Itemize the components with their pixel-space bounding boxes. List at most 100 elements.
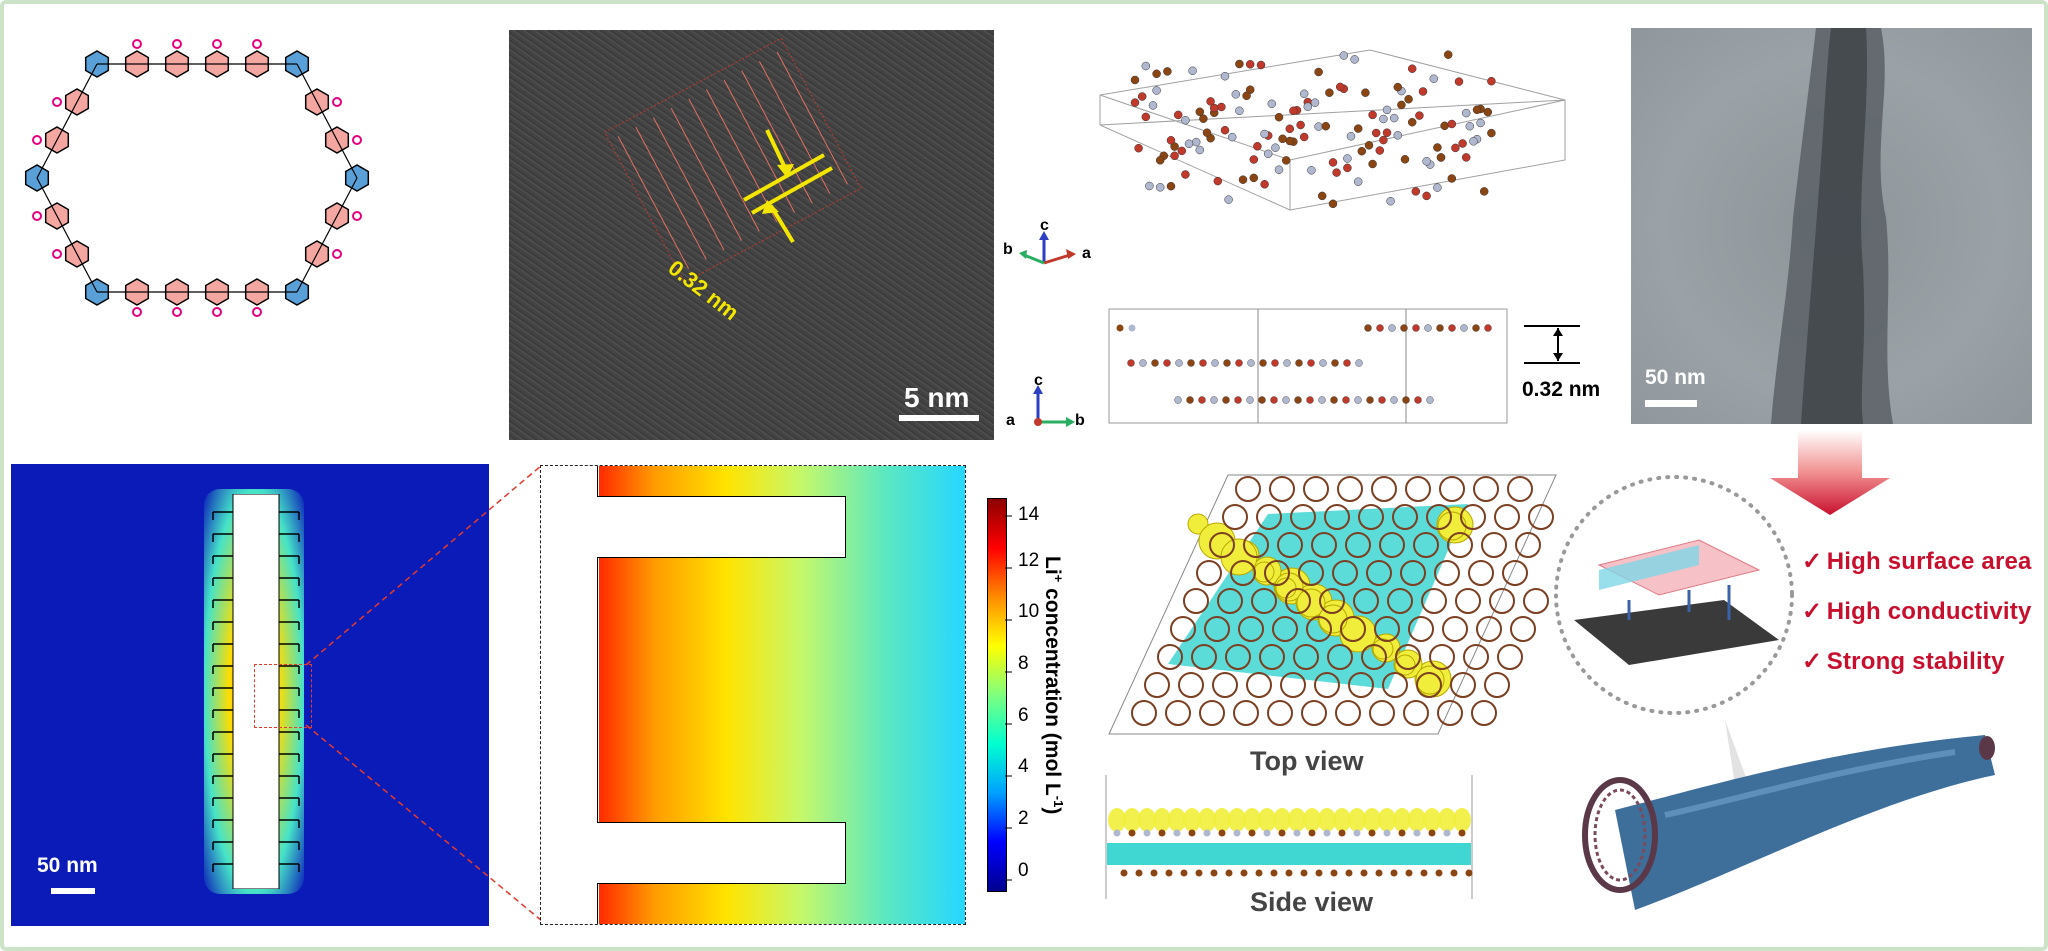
- hrtem-image: 0.32 nm 5 nm: [509, 30, 994, 440]
- spacing-bracket: [1524, 325, 1580, 364]
- atom: [1321, 121, 1331, 131]
- atom: [1285, 136, 1295, 146]
- atom: [1368, 159, 1377, 169]
- atom: [1255, 869, 1263, 877]
- lattice-ring: [1298, 560, 1324, 586]
- layer-atom: [1366, 396, 1374, 404]
- layer-atom: [1211, 359, 1219, 367]
- lattice-ring: [1230, 560, 1256, 586]
- atom: [1461, 153, 1471, 162]
- lattice-ring: [1332, 560, 1358, 586]
- lattice-ring: [1335, 700, 1361, 726]
- atom: [1314, 122, 1323, 131]
- atom: [1465, 121, 1475, 131]
- lattice-ring: [1426, 504, 1452, 530]
- bond: [76, 253, 98, 293]
- atom: [1113, 829, 1121, 837]
- atom: [1145, 181, 1154, 191]
- atom: [1346, 132, 1356, 141]
- charge-blob: [1363, 808, 1381, 832]
- lattice-ring: [1528, 504, 1554, 530]
- lattice-ring: [1523, 588, 1549, 614]
- lattice-ring: [1353, 588, 1379, 614]
- top-view-model: [1108, 474, 1557, 735]
- atom: [1357, 146, 1367, 156]
- oxygen-atom: [252, 39, 262, 49]
- layer-atom: [1174, 396, 1182, 404]
- lattice-ring: [1327, 644, 1353, 670]
- atom: [1371, 128, 1381, 138]
- electrode-finger-bottom: [597, 822, 846, 884]
- bond: [316, 215, 338, 255]
- atom: [1220, 125, 1230, 135]
- atom: [1343, 163, 1352, 173]
- atom: [1152, 69, 1161, 79]
- layer-atom: [1364, 324, 1372, 332]
- atom: [1458, 829, 1466, 837]
- lattice-ring: [1471, 700, 1497, 726]
- layer-atom: [1390, 396, 1398, 404]
- atom: [1310, 98, 1320, 107]
- axis-c-label-bottom: c: [1034, 372, 1043, 389]
- atom: [1343, 154, 1352, 163]
- axis-b-label: b: [1003, 241, 1013, 258]
- lattice-ring: [1303, 476, 1329, 502]
- layer-atom: [1235, 359, 1243, 367]
- atom: [1405, 869, 1413, 877]
- atom: [1338, 829, 1346, 837]
- colorbar-title-close: ): [1041, 807, 1064, 815]
- atom: [1308, 829, 1316, 837]
- atom: [1158, 829, 1166, 837]
- atom: [1418, 87, 1428, 96]
- lattice-ring: [1379, 532, 1405, 558]
- atom: [1202, 128, 1212, 137]
- lattice-ring: [1131, 700, 1157, 726]
- lattice-ring: [1437, 700, 1463, 726]
- atom: [1130, 75, 1140, 85]
- lattice-ring: [1468, 560, 1494, 586]
- layer-atom: [1247, 359, 1255, 367]
- layer-atom: [1198, 396, 1206, 404]
- lattice-ring: [1358, 504, 1384, 530]
- atom: [1173, 110, 1183, 120]
- lattice-ring: [1256, 504, 1282, 530]
- lattice-ring: [1199, 700, 1225, 726]
- layer-atom: [1222, 396, 1230, 404]
- atom: [1166, 136, 1176, 145]
- colorbar-tick-marks: [1005, 515, 1012, 881]
- electrode-finger-top: [597, 496, 846, 558]
- simulation-map: 50 nm: [11, 464, 489, 926]
- atom: [1195, 145, 1205, 155]
- benefit-label: High surface area: [1826, 548, 2032, 575]
- charge-blob: [1153, 808, 1171, 832]
- atom: [1296, 120, 1305, 130]
- oxygen-atom: [32, 211, 42, 221]
- layer-atom: [1402, 396, 1410, 404]
- lattice-ring: [1416, 672, 1442, 698]
- lattice-ring: [1429, 644, 1455, 670]
- lattice-ring: [1403, 700, 1429, 726]
- atom: [1393, 82, 1403, 92]
- atom: [1443, 50, 1453, 59]
- atom: [1199, 114, 1208, 123]
- atom: [1263, 149, 1273, 159]
- lattice-ring: [1421, 588, 1447, 614]
- oxygen-atom: [252, 307, 262, 317]
- atom: [1382, 128, 1392, 137]
- atom: [1382, 105, 1392, 115]
- atom: [1472, 105, 1482, 115]
- layer-atom: [1448, 324, 1456, 332]
- layer-atom: [1426, 396, 1434, 404]
- layer-atom: [1472, 324, 1480, 332]
- benefit-item: ✓ High conductivity: [1802, 597, 2032, 626]
- lattice-ring: [1165, 700, 1191, 726]
- layer-atom: [1460, 324, 1468, 332]
- atom: [1150, 869, 1158, 877]
- atom: [1465, 869, 1473, 877]
- oxygen-atom: [132, 307, 142, 317]
- atom: [1299, 132, 1309, 142]
- lattice-ring: [1314, 672, 1340, 698]
- colorbar-title-unit-sup: -1: [1051, 795, 1066, 808]
- lattice-ring: [1243, 532, 1269, 558]
- layer-atom: [1187, 359, 1195, 367]
